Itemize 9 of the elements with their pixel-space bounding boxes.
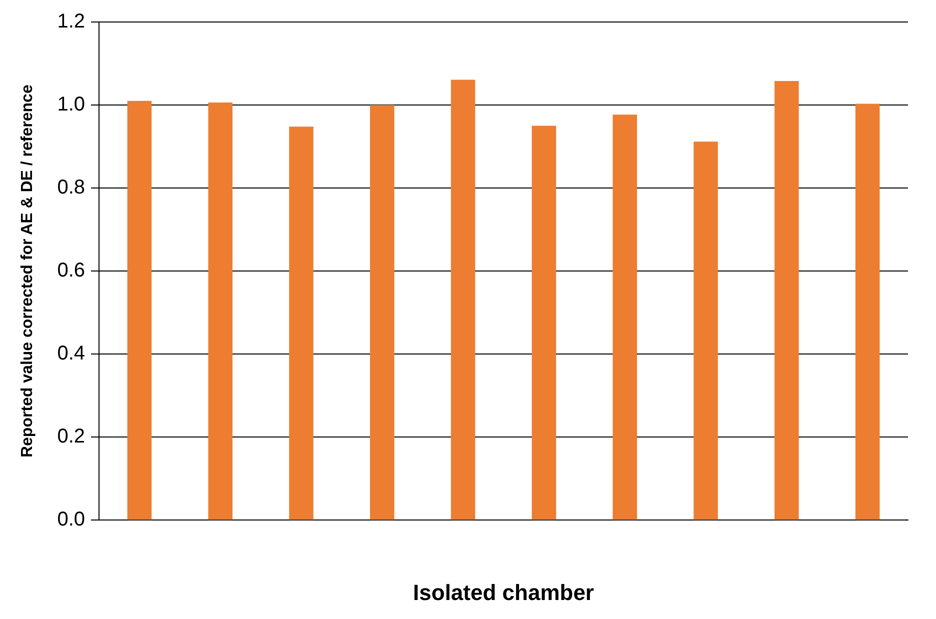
y-tick-label: 0.8 [57, 176, 86, 199]
y-tick-label: 0.6 [57, 260, 86, 282]
y-tick-label: 1.0 [57, 94, 86, 116]
y-tick-label: 0.2 [57, 426, 86, 448]
x-axis-title: Isolated chamber [413, 580, 594, 605]
y-tick-label: 0.0 [57, 508, 86, 531]
y-axis-title: Reported value corrected for AE & DE / reference [19, 84, 36, 458]
y-tick-label: 1.2 [57, 10, 86, 33]
y-tick-label: 0.4 [57, 342, 86, 365]
